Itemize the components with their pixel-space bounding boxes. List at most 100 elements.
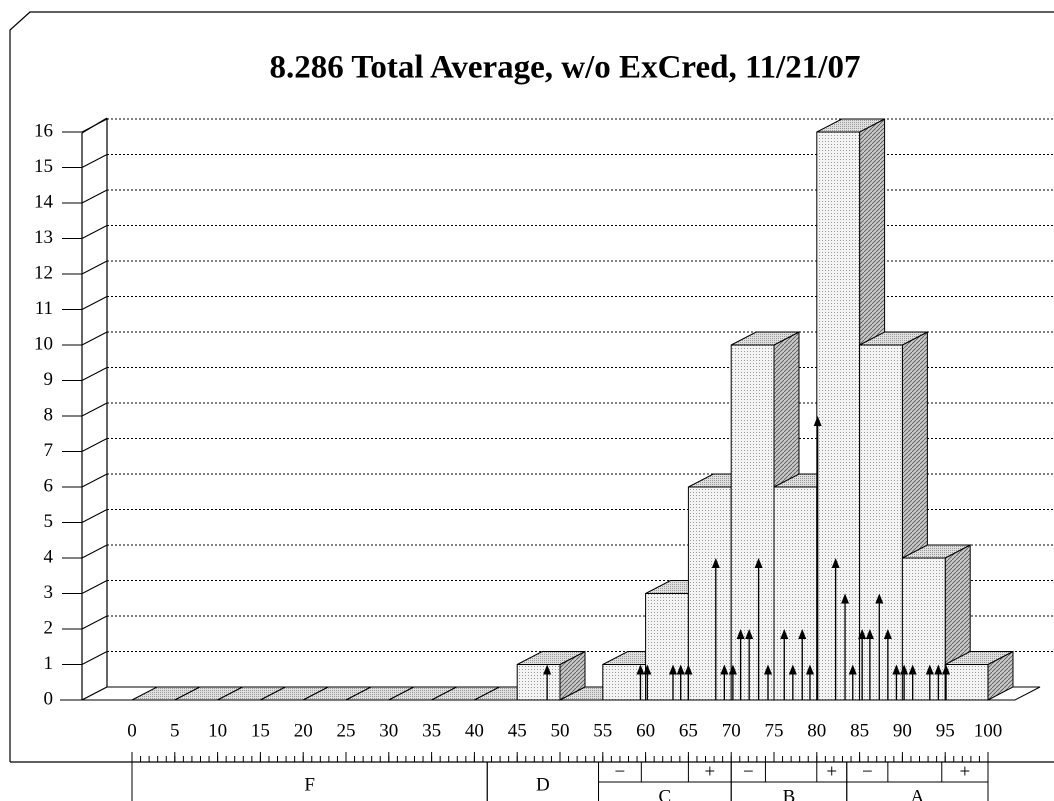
y-tick-label: 2 [44,617,54,638]
frame [9,11,1054,763]
arrow-head [745,629,754,639]
arrow-head [831,558,840,568]
x-tick-label: 0 [127,720,137,741]
grade-label: A [911,786,925,801]
x-tick-label: 100 [974,720,1003,741]
bar [944,664,989,701]
y-tick-label: 14 [34,191,54,212]
y-tick-label: 15 [34,156,53,177]
arrow-head [900,664,909,675]
grade-label: F [304,774,315,795]
x-tick-label: 5 [170,720,180,741]
chart-title: 8.286 Total Average, w/o ExCred, 11/21/0… [270,50,861,86]
y-tick-label: 11 [35,298,53,319]
y-tick-depth [81,367,108,381]
x-tick-label: 45 [508,720,527,741]
arrow-head [934,664,943,675]
y-tick-label: 10 [34,333,53,354]
arrow-head [841,593,850,604]
y-tick-label: 9 [44,369,54,390]
arrow-head [736,629,745,639]
y-tick-depth [81,438,108,452]
arrow-head [720,664,729,675]
y-tick-depth [81,580,108,594]
y-tick-depth [81,651,108,665]
arrow-head [848,664,857,675]
grade-label: B [783,786,796,801]
arrow-head [668,664,677,675]
grade-label: C [659,786,672,801]
arrow-head [780,629,789,639]
y-tick-label: 13 [34,227,53,248]
arrow-head [908,664,917,675]
y-tick-depth [81,615,108,630]
x-tick-label: 75 [765,720,784,741]
y-tick-depth [81,473,108,488]
arrow-head [875,593,884,604]
arrow-head [711,558,720,568]
arrow-head [788,664,797,675]
arrow-head [684,664,693,675]
arrow-head [728,664,737,675]
y-tick-label: 3 [44,582,54,603]
bar [516,664,561,701]
x-tick-label: 25 [337,720,356,741]
plus-label: + [704,761,715,782]
x-tick-label: 10 [208,720,227,741]
bar [730,344,775,701]
minus-label: − [743,761,754,782]
y-tick-label: 1 [44,653,54,674]
plus-label: + [960,761,971,782]
arrow-head [764,664,773,675]
arrow-head [883,629,892,639]
arrow-head [925,664,934,675]
arrow-head [798,629,807,639]
y-tick-depth [81,296,108,310]
x-tick-label: 40 [465,720,484,741]
x-tick-label: 60 [636,720,655,741]
y-tick-depth [81,189,108,204]
bar [816,131,861,701]
bar [645,593,689,701]
x-tick-label: 30 [379,720,398,741]
arrow-head [805,664,814,675]
x-tick-label: 35 [422,720,441,741]
x-tick-label: 65 [679,720,698,741]
arrow-head [892,664,901,675]
x-tick-label: 70 [722,720,741,741]
y-tick-label: 12 [34,262,53,283]
x-tick-label: 15 [251,720,270,741]
y-tick-depth [81,118,108,133]
y-tick-depth [81,260,108,275]
grade-label: D [536,774,550,795]
y-tick-label: 8 [44,404,54,425]
y-tick-label: 0 [44,688,54,709]
arrow-head [636,664,645,675]
x-tick-label: 50 [551,720,570,741]
y-tick-depth [81,402,108,417]
y-tick-depth [81,509,108,523]
y-tick-depth [81,331,108,346]
x-tick-label: 90 [893,720,912,741]
bar [859,344,903,701]
y-tick-depth [81,225,108,239]
y-tick-label: 16 [34,120,53,141]
y-tick-label: 4 [44,546,54,567]
arrow-head [643,664,652,675]
minus-label: − [862,761,873,782]
y-tick-label: 7 [44,440,54,461]
minus-label: − [615,761,626,782]
arrow-head [942,664,951,675]
y-tick-label: 5 [44,511,54,532]
y-tick-depth [81,154,108,168]
arrow-head [865,629,874,639]
plus-label: + [826,761,837,782]
x-tick-label: 85 [850,720,869,741]
arrow-head [754,558,763,568]
x-tick-label: 55 [593,720,612,741]
y-tick-label: 6 [44,475,54,496]
y-tick-depth [81,544,108,559]
x-tick-label: 20 [294,720,313,741]
arrow-head [858,629,867,639]
